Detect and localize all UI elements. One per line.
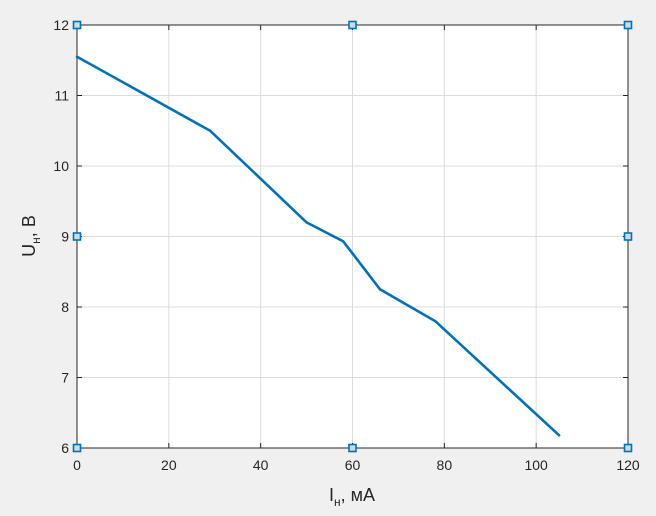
- x-axis-label-main: I: [329, 485, 334, 505]
- x-tick-label: 20: [161, 457, 177, 473]
- x-tick-label: 40: [253, 457, 269, 473]
- series: [75, 55, 561, 437]
- y-axis-label-rest: , В: [19, 215, 39, 237]
- square-marker: [623, 232, 633, 241]
- square-marker: [348, 20, 357, 30]
- y-tick-label: 7: [61, 370, 69, 386]
- square-marker: [623, 443, 633, 453]
- square-marker: [72, 232, 82, 241]
- y-tick-label: 12: [53, 17, 69, 33]
- x-tick-label: 120: [616, 457, 640, 473]
- x-tick-label: 0: [73, 457, 81, 473]
- square-marker: [72, 20, 82, 30]
- y-axis-label-sub: н: [29, 237, 43, 244]
- y-tick-label: 6: [61, 440, 69, 456]
- x-axis-label-rest: , мА: [341, 485, 375, 505]
- square-marker: [72, 443, 82, 453]
- y-tick-label: 11: [54, 88, 69, 104]
- x-tick-label: 100: [524, 457, 548, 473]
- x-tick-label: 80: [437, 457, 453, 473]
- series-line: [75, 55, 561, 437]
- y-tick-label: 10: [53, 158, 69, 174]
- x-axis-label: Iн, мА: [329, 485, 375, 509]
- markers: [72, 20, 633, 453]
- y-tick-label: 9: [61, 229, 69, 245]
- y-axis-label-main: U: [19, 244, 39, 257]
- square-marker: [623, 20, 633, 30]
- x-axis-label-sub: н: [334, 495, 341, 509]
- y-axis-label: Uн, В: [19, 215, 43, 257]
- x-tick-label: 60: [345, 457, 361, 473]
- tick-labels: 0 20 40 60 80 100 120 6 7 8 9 10 11 12: [53, 17, 639, 473]
- y-tick-label: 8: [61, 299, 69, 315]
- square-marker: [348, 443, 357, 453]
